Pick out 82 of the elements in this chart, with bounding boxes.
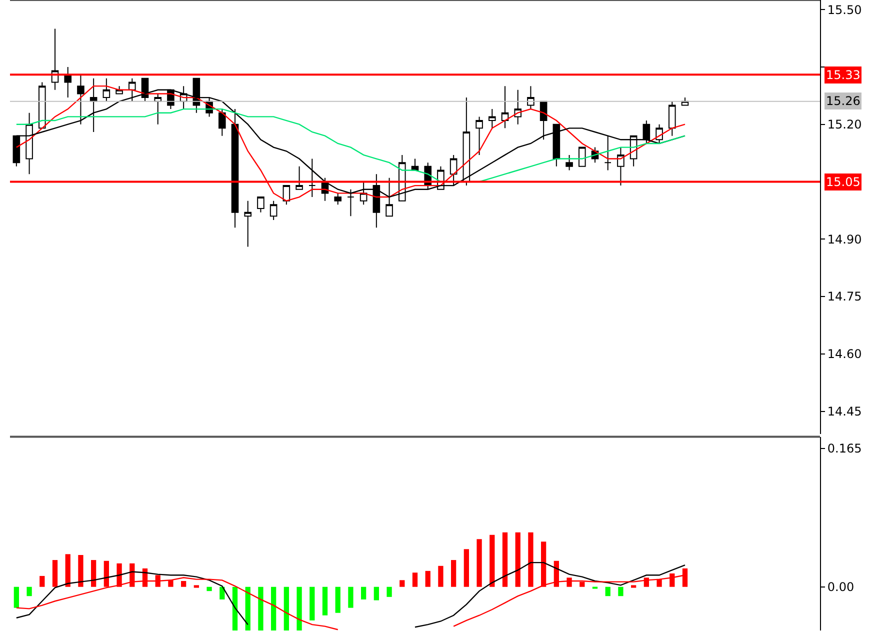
candlestick — [257, 196, 264, 213]
y-tick-label: 15.20 — [827, 118, 862, 132]
bar — [335, 586, 340, 613]
y-tick-label: 14.75 — [827, 290, 862, 304]
bar — [194, 585, 199, 588]
bar — [232, 586, 238, 630]
candlestick — [102, 78, 110, 102]
bar — [40, 576, 45, 587]
ref-line-label: 15.33 — [826, 68, 860, 82]
candlestick — [501, 86, 509, 129]
bar — [502, 532, 508, 587]
candlestick — [270, 200, 278, 220]
candlestick — [334, 192, 342, 206]
y-tick-label: 0.165 — [827, 442, 862, 456]
bar — [476, 539, 482, 587]
bar — [425, 570, 430, 587]
bar — [322, 586, 328, 616]
bar — [386, 586, 392, 597]
candlestick — [26, 112, 33, 175]
candlestick — [218, 108, 226, 136]
bar — [361, 586, 366, 600]
bar — [374, 586, 379, 600]
candlestick — [64, 66, 72, 98]
candlestick — [604, 135, 612, 171]
candlestick — [244, 200, 252, 248]
y-tick-label: 14.90 — [827, 232, 862, 246]
bar — [168, 580, 174, 587]
bar — [65, 554, 70, 587]
bar — [631, 585, 636, 588]
bar — [515, 532, 520, 587]
candlestick — [462, 97, 470, 186]
bar — [206, 586, 212, 592]
bar — [580, 582, 585, 587]
bar — [412, 572, 418, 587]
bar — [400, 580, 405, 587]
line-series — [414, 562, 686, 628]
bar — [296, 586, 302, 630]
line-series — [16, 571, 248, 626]
bar — [14, 586, 19, 608]
candlestick — [51, 28, 59, 90]
bar — [220, 586, 225, 600]
bar — [181, 581, 186, 587]
bar — [78, 555, 84, 587]
bar — [271, 586, 276, 630]
bar — [245, 586, 250, 630]
ref-line-label: 15.05 — [826, 175, 860, 189]
bar — [284, 586, 289, 630]
candlestick — [527, 86, 534, 110]
candlestick — [296, 166, 303, 190]
candlestick — [514, 89, 522, 125]
candlestick — [566, 154, 573, 171]
candlestick — [450, 154, 458, 186]
y-tick-label: 14.60 — [827, 347, 862, 362]
bar — [348, 586, 354, 608]
candlestick — [476, 116, 483, 156]
bar — [656, 579, 662, 587]
y-tick-label: 15.50 — [827, 2, 862, 17]
y-tick-label: 14.45 — [827, 404, 862, 418]
candlestick — [642, 120, 650, 144]
bar — [528, 532, 534, 587]
candlestick — [617, 146, 624, 186]
bar — [26, 586, 32, 596]
candlestick — [578, 146, 586, 167]
bar — [618, 586, 624, 596]
bar — [438, 566, 444, 587]
line-series — [16, 108, 686, 182]
candlestick — [154, 93, 162, 125]
bar — [464, 549, 469, 587]
candlestick — [668, 100, 676, 136]
bar — [310, 586, 315, 620]
bar — [605, 586, 610, 596]
y-tick-label: 0.00 — [827, 580, 854, 594]
bar — [566, 578, 572, 587]
candlestick — [552, 124, 560, 167]
bar — [490, 534, 495, 587]
ref-line-label: 15.26 — [826, 94, 860, 108]
candlestick — [38, 82, 46, 129]
bar — [258, 586, 264, 630]
candlestick — [488, 108, 496, 129]
bar — [91, 560, 96, 587]
bar — [52, 560, 58, 587]
bar — [451, 560, 456, 587]
